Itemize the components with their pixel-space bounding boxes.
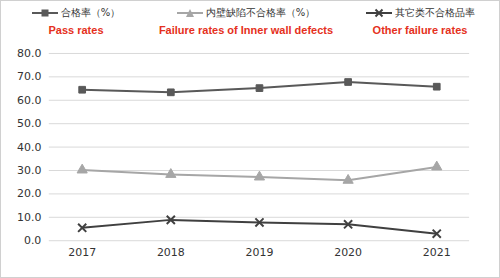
svg-text:60.0: 60.0 (17, 94, 41, 107)
svg-text:40.0: 40.0 (17, 141, 41, 154)
svg-text:2018: 2018 (157, 246, 185, 259)
svg-text:20.0: 20.0 (17, 187, 41, 200)
svg-text:10.0: 10.0 (17, 211, 41, 224)
svg-text:2017: 2017 (68, 246, 96, 259)
svg-text:30.0: 30.0 (17, 164, 41, 177)
html-text:Pass rates: Pass rates (48, 24, 104, 36)
html-text:其它类不合格品率: 其它类不合格品率 (394, 7, 475, 18)
svg-text:2019: 2019 (246, 246, 274, 259)
html-text:合格率（%）: 合格率（%） (60, 7, 121, 18)
svg-text:70.0: 70.0 (17, 70, 41, 83)
html-text:Other failure rates: Other failure rates (372, 24, 468, 36)
svg-text:50.0: 50.0 (17, 117, 41, 130)
svg-text:80.0: 80.0 (17, 47, 41, 60)
svg-text:0.0: 0.0 (24, 234, 41, 247)
html-text:Failure rates of Inner wall de: Failure rates of Inner wall defects (158, 24, 334, 36)
svg-text:2020: 2020 (334, 246, 362, 259)
svg-text:2021: 2021 (423, 246, 451, 259)
html-text:内壁缺陷不合格率（%）: 内壁缺陷不合格率（%） (205, 7, 316, 18)
